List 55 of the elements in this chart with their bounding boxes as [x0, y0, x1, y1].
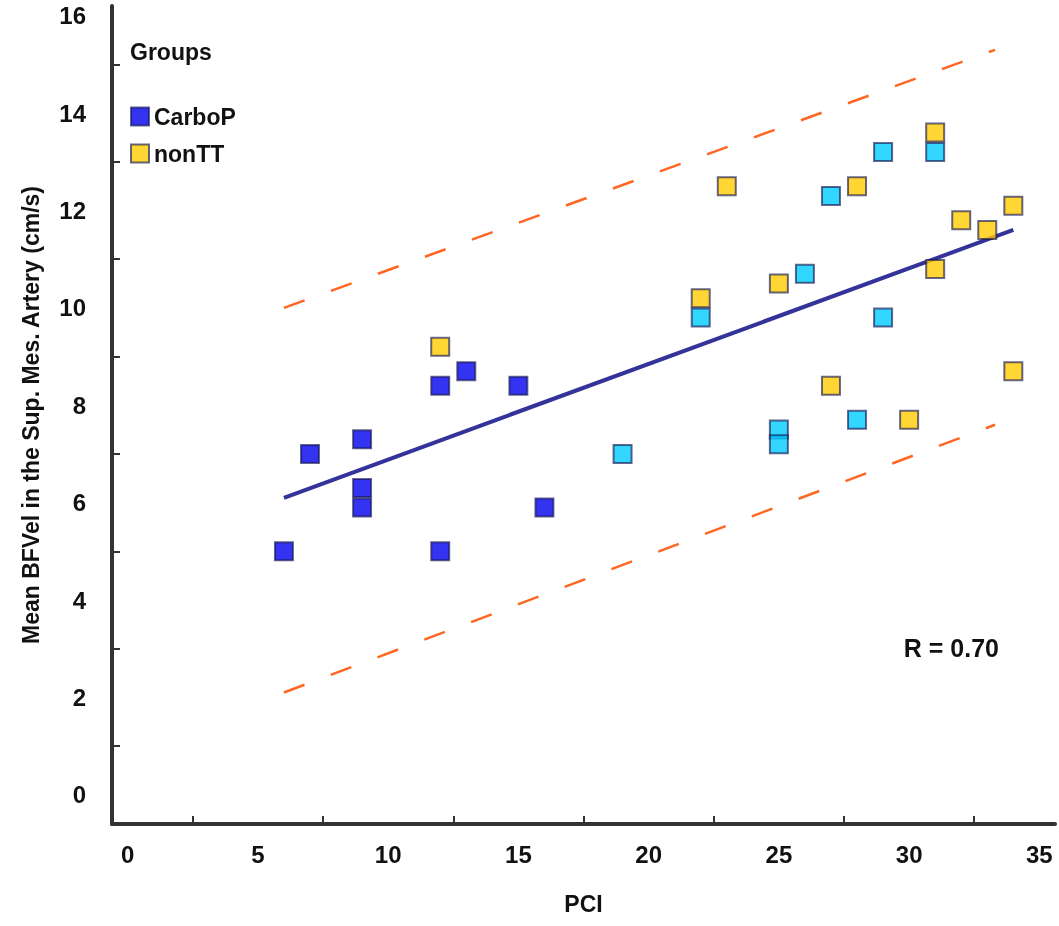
y-tick-label: 10 [59, 294, 86, 322]
point [508, 375, 529, 396]
y-tick-label: 6 [72, 489, 86, 517]
point [794, 263, 815, 284]
x-axis-title: PCI [564, 890, 603, 917]
point [768, 434, 789, 455]
point [352, 478, 373, 499]
y-tick-label: 12 [59, 197, 86, 224]
point [612, 443, 633, 464]
point [873, 307, 894, 328]
point [716, 176, 737, 197]
annotation: R = 0.70 [903, 633, 999, 662]
y-tick-label: 0 [72, 781, 86, 809]
point [977, 219, 998, 240]
point [430, 375, 451, 396]
point [873, 142, 894, 163]
x-tick-label: 25 [765, 840, 793, 868]
point [820, 185, 841, 206]
x-tick-label: 15 [505, 840, 532, 868]
y-tick-label: 14 [59, 99, 87, 127]
point [820, 375, 841, 396]
y-tick-label: 8 [72, 391, 86, 419]
legend-title: Groups [130, 38, 212, 65]
y-tick-label: 4 [72, 586, 87, 614]
y-tick-label: 2 [72, 683, 86, 711]
point [899, 409, 920, 430]
point [299, 443, 320, 464]
y-tick-label: 16 [59, 2, 86, 30]
point [951, 210, 972, 231]
point [925, 122, 946, 143]
point [1003, 361, 1024, 382]
point [352, 497, 373, 518]
point [690, 288, 711, 309]
point [273, 541, 294, 562]
point [847, 409, 868, 430]
y-axis-title: Mean BFVel in the Sup. Mes. Artery (cm/s) [17, 186, 44, 644]
point [768, 273, 789, 294]
x-tick-label: 0 [120, 840, 135, 868]
point [1003, 195, 1024, 216]
point [352, 429, 373, 450]
point [430, 541, 451, 562]
point [925, 258, 946, 279]
x-tick-label: 35 [1026, 840, 1053, 868]
x-tick-label: 10 [374, 840, 402, 868]
point [925, 142, 946, 163]
point [534, 497, 555, 518]
point [456, 361, 477, 382]
x-tick-label: 20 [635, 840, 662, 868]
legend-label: nonTT [154, 140, 225, 167]
legend-label: CarboP [154, 103, 236, 130]
point [430, 336, 451, 357]
point [847, 176, 868, 197]
point [690, 307, 711, 328]
x-tick-label: 5 [251, 840, 265, 868]
x-tick-label: 30 [895, 840, 923, 868]
